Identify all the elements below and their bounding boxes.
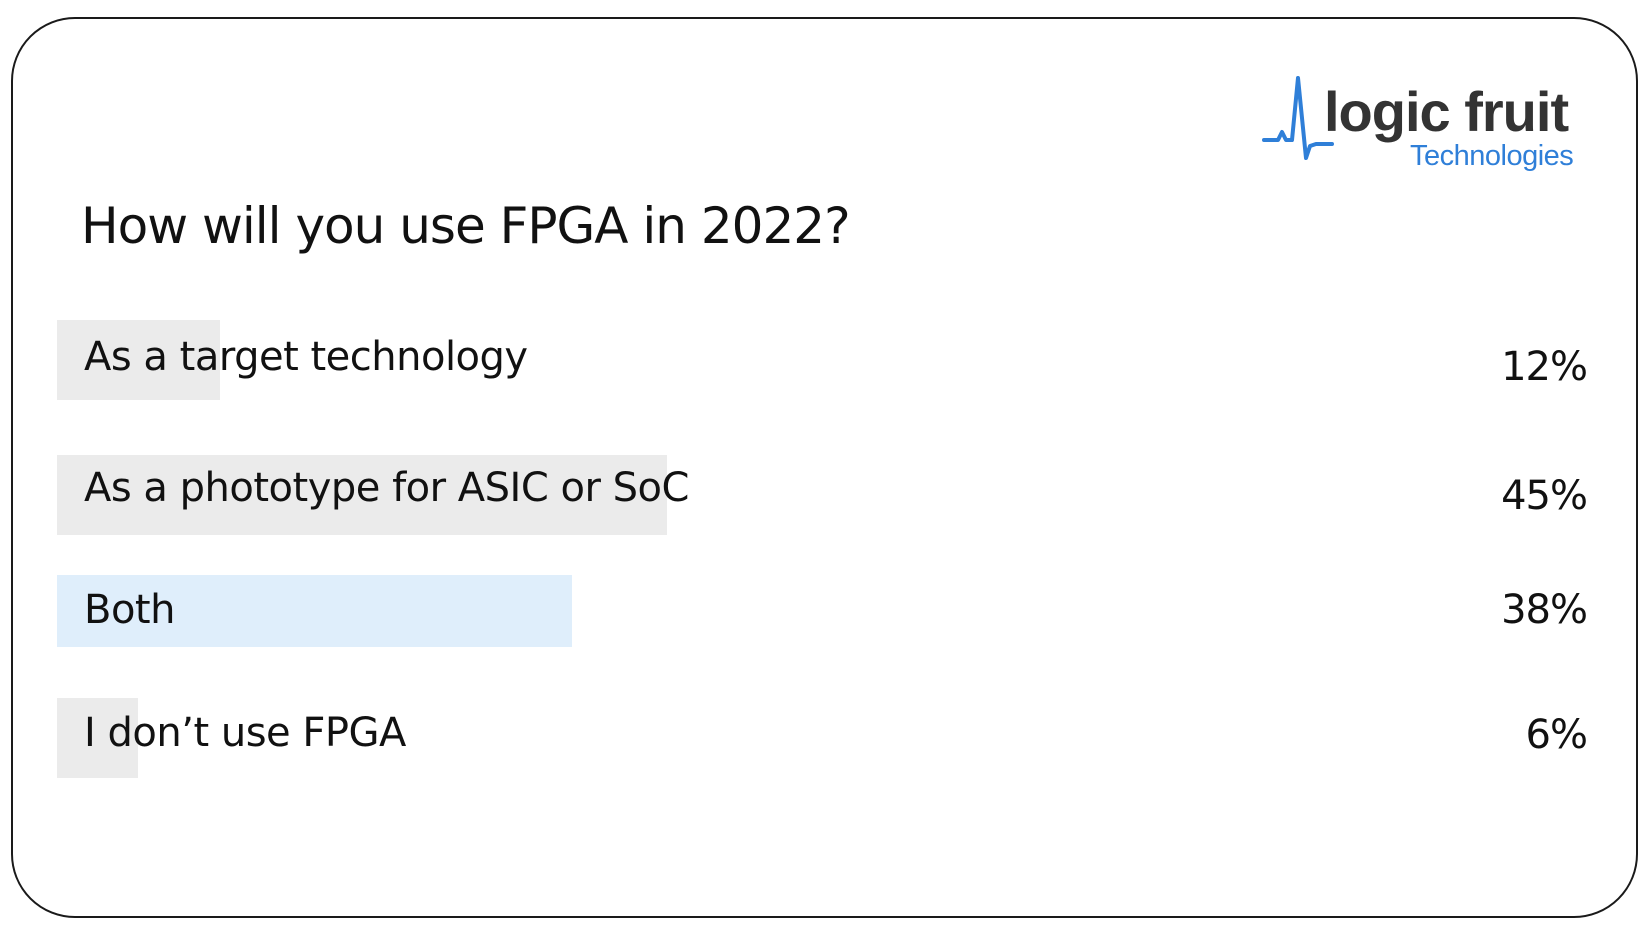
poll-option-label: As a phototype for ASIC or SoC [84,465,689,511]
poll-option-label: As a target technology [84,334,528,380]
brand-subtitle: Technologies [1410,140,1574,172]
poll-bar [57,455,667,535]
poll-option: I don’t use FPGA 6% [57,698,1588,778]
poll-bar [57,575,572,647]
chart-title: How will you use FPGA in 2022? [81,197,851,255]
poll-option-percentage: 12% [1501,344,1588,390]
brand-name: logic fruit [1324,80,1569,143]
poll-option-percentage: 45% [1501,473,1588,519]
poll-option: Both 38% [57,575,1588,647]
poll-bar [57,320,220,400]
poll-bar [57,698,138,778]
poll-option-percentage: 38% [1501,587,1588,633]
poll-option-percentage: 6% [1525,712,1588,758]
poll-option-label: Both [84,587,175,633]
poll-option: As a target technology 12% [57,320,1588,400]
poll-option: As a phototype for ASIC or SoC 45% [57,455,1588,535]
brand-logo: logic fruit Technologies [1262,76,1582,176]
poll-option-label: I don’t use FPGA [84,710,406,756]
heartbeat-icon [1262,76,1334,160]
